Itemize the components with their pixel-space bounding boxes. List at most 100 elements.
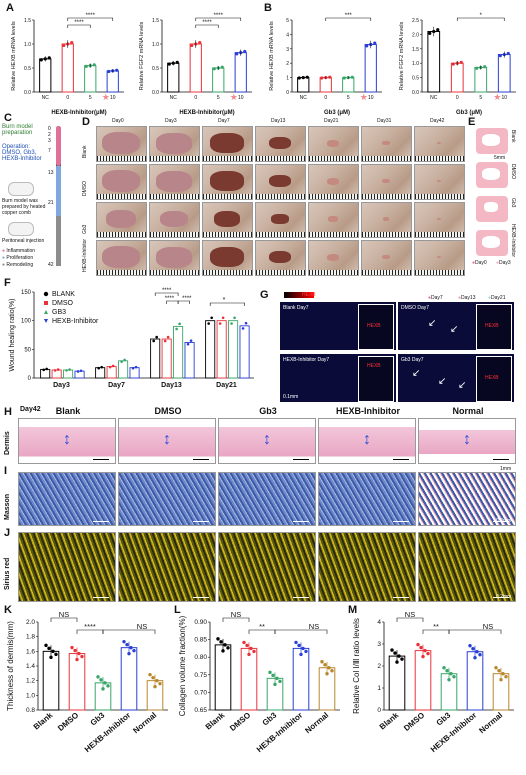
legend-day3: ●Day3 [496, 260, 511, 266]
scale-bar [393, 596, 409, 598]
x-tick-label: Normal [303, 711, 330, 736]
data-point [53, 369, 57, 372]
y-axis-title: Relative HEXB mRNA levels [269, 21, 275, 91]
bar [63, 369, 74, 379]
wound-area [382, 178, 390, 184]
thickness-arrow-icon: ↕ [363, 431, 371, 448]
sig-bracket [448, 629, 502, 634]
scale-bar [93, 520, 109, 522]
bar [39, 58, 52, 93]
wound-area [437, 217, 441, 221]
x-tick-label: Gb3 [89, 710, 107, 727]
data-point [230, 322, 233, 325]
chart-k-dermis-thickness: 0.8 1.0 1.2 1.4 1.6 1.8 2.0 Thickness of dermis… [6, 610, 168, 754]
row-label: DMSO [510, 164, 516, 179]
bar [364, 43, 377, 93]
column-header: DMSO [154, 406, 182, 416]
ruler [362, 232, 411, 237]
x-tick-label: DMSO [56, 711, 80, 733]
bar [297, 77, 310, 93]
y-tick-label: 0.5 [152, 66, 159, 72]
scale-bar [493, 596, 509, 598]
data-point [97, 366, 100, 370]
data-point [75, 657, 79, 662]
bar [68, 653, 86, 711]
timeline-day: 3 [48, 138, 51, 144]
y-tick-label: 1.5 [24, 18, 31, 24]
fluor-caption: HEXB-Inhibitor Day7 [283, 357, 330, 363]
x-tick-label: NC [430, 95, 438, 101]
row-label-masson: Masson [4, 493, 11, 520]
sig-label: NS [405, 610, 415, 619]
sig-bracket [456, 17, 505, 21]
data-point [325, 672, 329, 676]
trace-wound [482, 236, 500, 248]
fluor-dmso-day7: DMSO Day7 HEXB ↙ ↙ [398, 302, 514, 350]
scale-label: 0.2mm [496, 594, 512, 600]
x-tick-label: 5 [347, 95, 350, 101]
wound-photo [202, 240, 253, 276]
sig-label: NS [137, 622, 147, 631]
ruler [150, 270, 199, 275]
data-point [330, 669, 334, 673]
data-point [151, 675, 155, 680]
data-point [42, 368, 45, 372]
thickness-arrow-icon: ↕ [263, 431, 271, 448]
scale-bar [293, 520, 309, 522]
y-tick-label: 0.80 [194, 654, 207, 661]
x-tick-label: Gb3 [435, 710, 453, 727]
y-tick-label: 3 [377, 641, 381, 648]
data-point [131, 366, 135, 370]
chart-b-hexb: 0 1 2 3 4 5 NC 0 5 10★ Gb3 (μM) Relative HEXB mRNA … [269, 13, 382, 116]
chart-m-col-ratio: 0 1 2 3 4 Relative Col I/Ⅲ ratio levels Blank D… [352, 610, 514, 754]
data-point [47, 646, 51, 651]
y-tick-label: 0 [286, 90, 289, 96]
wound-area [156, 170, 192, 192]
y-tick-label: 4 [377, 619, 381, 626]
x-tick-label: DMSO [228, 711, 252, 733]
sig-label: **** [165, 296, 175, 302]
x-axis-title: HEXB-Inhibitor(μM) [179, 110, 234, 116]
y-tick-label: 2.0 [412, 32, 419, 38]
star-icon: ★ [493, 92, 501, 102]
data-point [212, 67, 216, 71]
sig-bracket [102, 629, 156, 634]
row-label: HEXB-Inhibitor [510, 224, 516, 258]
wound-photo [361, 126, 412, 162]
data-point [299, 652, 303, 657]
sig-label: **** [214, 13, 224, 19]
y-tick-label: 0 [28, 376, 32, 382]
data-point [249, 646, 253, 651]
wound-photo [255, 240, 306, 276]
data-point [328, 75, 332, 79]
arrow-icon: ↙ [428, 318, 437, 329]
fluor-inset: HEXB [476, 356, 512, 402]
data-point [207, 322, 210, 325]
sig-bracket [325, 17, 372, 21]
wound-photo [149, 202, 200, 238]
y-tick-label: 100 [21, 319, 32, 325]
wound-area [210, 133, 244, 153]
burn-label: Burn model preparation [2, 124, 33, 136]
data-point [278, 679, 282, 684]
data-point [148, 672, 152, 677]
bar [106, 366, 117, 379]
data-point [271, 673, 275, 678]
scale-bar [393, 458, 409, 460]
wound-area [156, 246, 192, 268]
sig-bracket [154, 292, 179, 296]
data-point [428, 31, 432, 35]
x-tick-label: Normal [477, 711, 504, 736]
timeline-day: 42 [48, 262, 54, 268]
data-point [442, 666, 446, 670]
x-tick-label: HEXB-Inhibitor [255, 711, 304, 754]
ruler [203, 194, 252, 199]
data-point [294, 640, 298, 645]
star-icon: ★ [102, 92, 110, 102]
legend-proliferation: ● Proliferation [2, 255, 34, 261]
y-tick-label: 1.2 [26, 678, 35, 685]
data-point [475, 650, 479, 654]
x-tick-label: 10 [501, 95, 507, 101]
ruler [97, 232, 146, 237]
data-point [49, 655, 53, 660]
